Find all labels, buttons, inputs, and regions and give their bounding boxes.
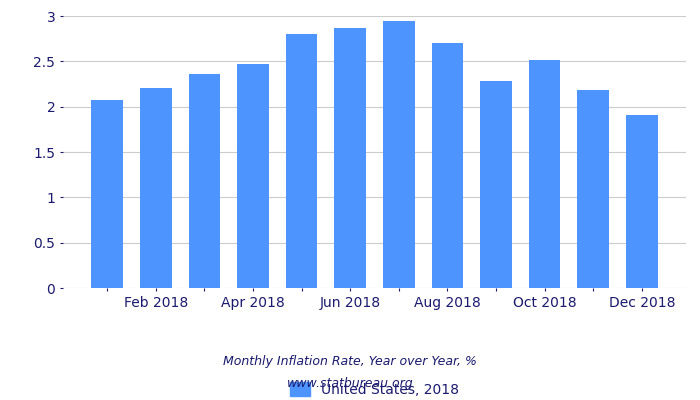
- Bar: [335, 28, 366, 288]
- Bar: [286, 34, 317, 288]
- Bar: [140, 88, 172, 288]
- Legend: United States, 2018: United States, 2018: [284, 376, 465, 400]
- Bar: [432, 43, 463, 288]
- Text: Monthly Inflation Rate, Year over Year, %: Monthly Inflation Rate, Year over Year, …: [223, 356, 477, 368]
- Bar: [91, 100, 123, 288]
- Bar: [383, 20, 414, 288]
- Bar: [480, 81, 512, 288]
- Bar: [237, 64, 269, 288]
- Bar: [188, 74, 220, 288]
- Text: www.statbureau.org: www.statbureau.org: [287, 378, 413, 390]
- Bar: [626, 115, 658, 288]
- Bar: [578, 90, 609, 288]
- Bar: [529, 60, 561, 288]
